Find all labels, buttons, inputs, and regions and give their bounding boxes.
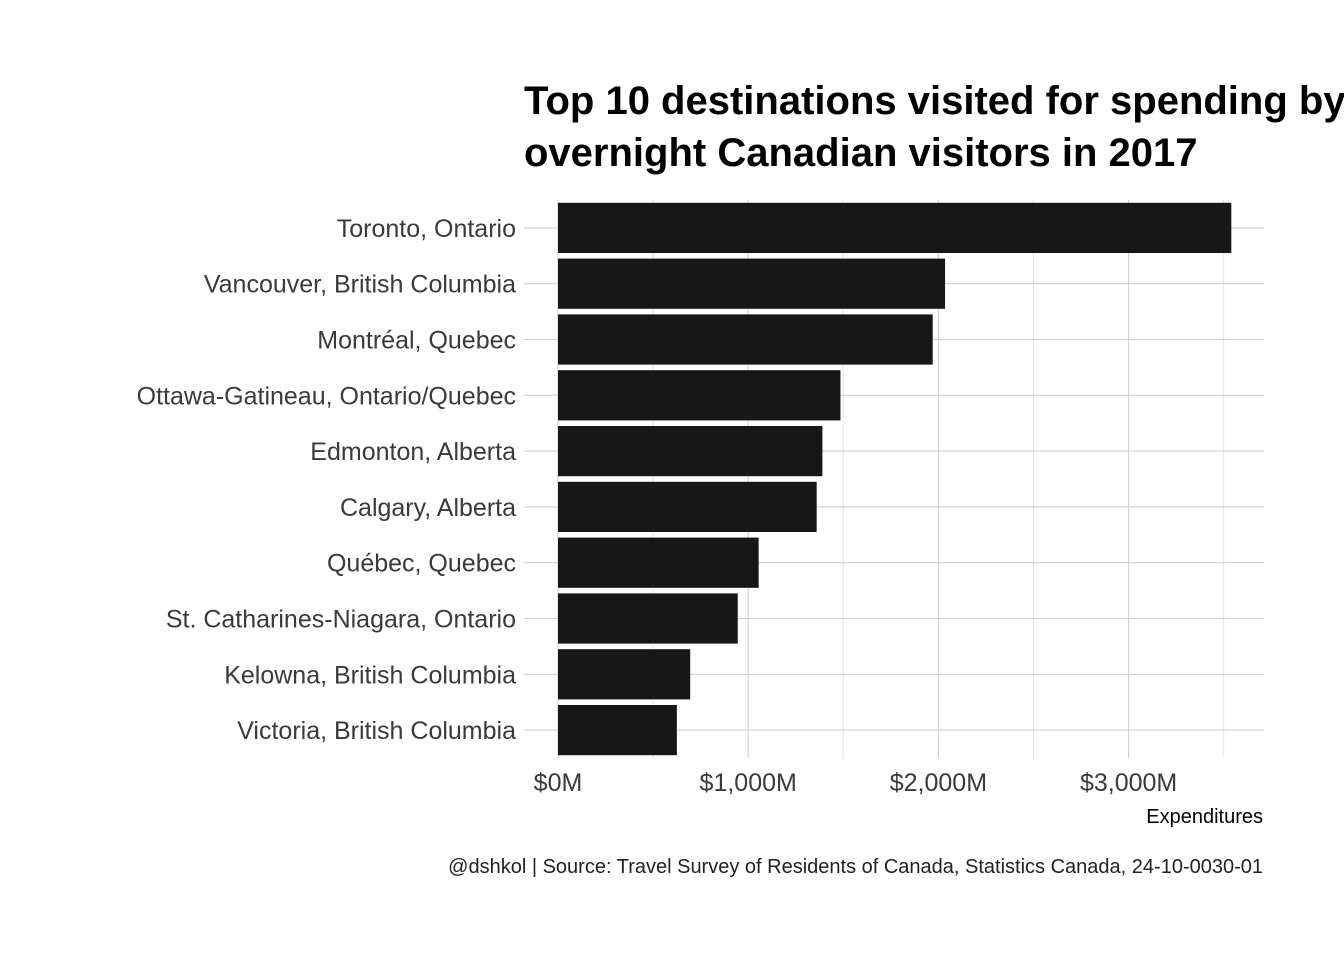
category-label: Calgary, Alberta: [340, 494, 516, 522]
bar: [558, 704, 677, 756]
category-label: Montréal, Quebec: [317, 327, 516, 355]
bar: [558, 425, 823, 477]
bar: [558, 593, 738, 644]
category-label: Québec, Quebec: [327, 550, 516, 578]
bar: [558, 649, 691, 700]
x-tick-label: $0M: [534, 769, 583, 797]
bar: [558, 537, 759, 588]
x-tick-label: $3,000M: [1080, 769, 1177, 797]
bar: [558, 314, 933, 365]
category-label: St. Catharines-Niagara, Ontario: [166, 606, 516, 634]
bars: [558, 202, 1232, 756]
x-tick-label: $1,000M: [700, 769, 797, 797]
chart-caption: @dshkol | Source: Travel Survey of Resid…: [448, 856, 1263, 878]
category-labels: Toronto, Ontario Vancouver, British Colum…: [137, 215, 516, 745]
bar: [558, 370, 841, 421]
category-label: Victoria, British Columbia: [237, 717, 516, 745]
category-label: Kelowna, British Columbia: [224, 661, 516, 689]
category-label: Ottawa-Gatineau, Ontario/Quebec: [137, 382, 516, 410]
bar: [558, 202, 1232, 254]
category-label: Edmonton, Alberta: [310, 438, 516, 466]
x-tick-label: $2,000M: [890, 769, 987, 797]
bar: [558, 258, 946, 309]
chart-title-line-2: overnight Canadian visitors in 2017: [524, 131, 1198, 175]
category-label: Vancouver, British Columbia: [204, 271, 516, 299]
bar: [558, 481, 817, 533]
x-tick-labels: $0M $1,000M $2,000M $3,000M: [534, 769, 1178, 797]
category-label: Toronto, Ontario: [337, 215, 516, 243]
chart-title-line-1: Top 10 destinations visited for spending…: [524, 79, 1344, 123]
x-axis-title: Expenditures: [1146, 806, 1263, 828]
